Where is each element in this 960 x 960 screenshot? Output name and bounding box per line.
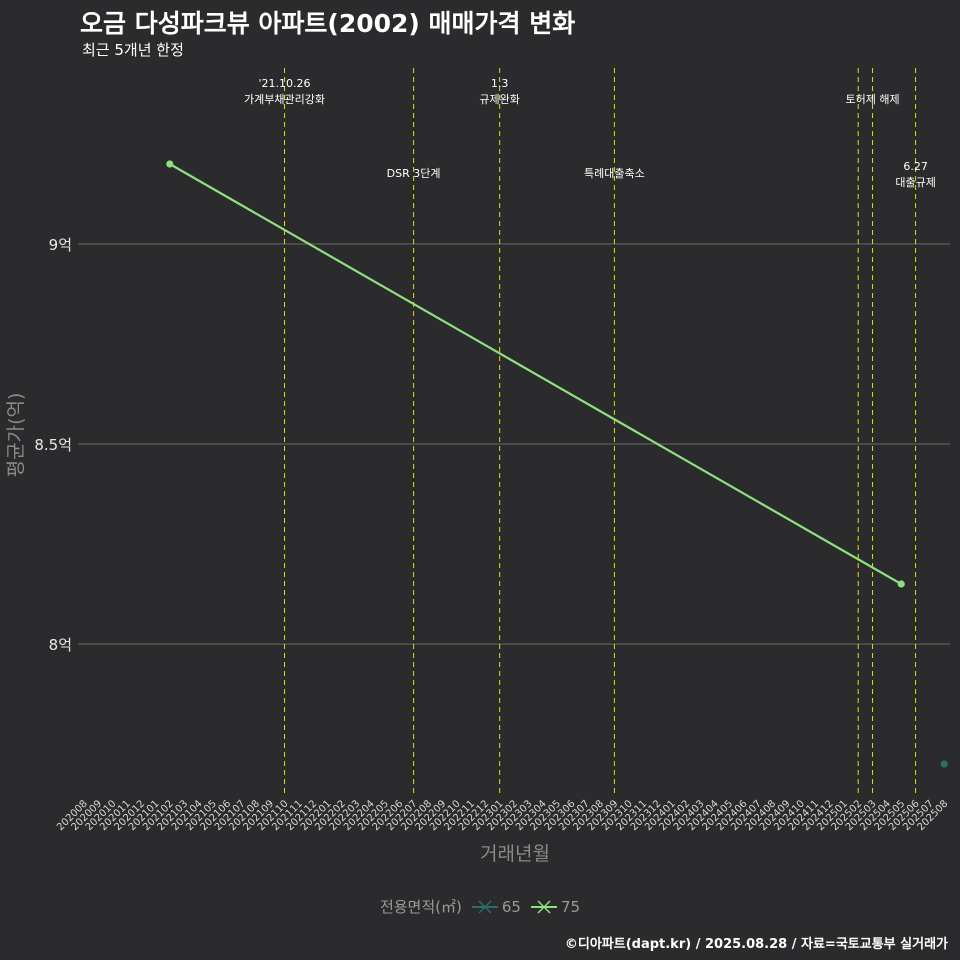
x-tick-labels: 2020082020092020102020112020122021012021… [55, 798, 950, 833]
legend-item-75: 75 [530, 897, 581, 916]
event-annotation: DSR 3단계 [387, 167, 441, 180]
legend-label-75: 75 [560, 897, 581, 916]
y-tick-label: 8억 [49, 636, 72, 654]
data-point-65 [940, 760, 948, 768]
x-axis-title: 거래년월 [480, 843, 550, 865]
chart-subtitle: 최근 5개년 한정 [82, 41, 184, 59]
data-point-75 [897, 580, 905, 588]
y-tick-label: 9억 [49, 236, 72, 254]
legend-label-65: 65 [501, 897, 521, 916]
y-tick-labels: 8억 8.5억 9억 [34, 236, 72, 654]
legend-key-65-icon [471, 899, 498, 914]
event-annotation: 토허제 해제 [845, 92, 899, 106]
event-annotation: '21.10.26 [259, 77, 311, 90]
y-axis-title: 평균가(억) [5, 393, 27, 478]
event-annotation: 규제완화 [479, 93, 519, 106]
chart-title: 오금 다성파크뷰 아파트(2002) 매매가격 변화 [80, 9, 576, 38]
series-layer [166, 160, 948, 768]
data-point-75 [166, 160, 174, 168]
y-tick-label: 8.5억 [34, 436, 72, 454]
legend-key-75-icon [530, 899, 557, 914]
gridlines [78, 243, 950, 645]
series-line-75 [169, 163, 902, 585]
legend-title: 전용면적(㎡) [379, 898, 462, 916]
event-annotation: 6.27 [903, 160, 928, 173]
event-annotation: 특례대출축소 [584, 167, 645, 180]
legend-item-65: 65 [471, 897, 521, 916]
legend: 전용면적(㎡) 65 75 [0, 896, 960, 917]
event-annotation: 가계부채관리강화 [244, 93, 325, 106]
event-annotation: 1.3 [491, 77, 509, 90]
source-caption: ©디아파트(dapt.kr) / 2025.08.28 / 자료=국토교통부 실… [564, 937, 948, 952]
event-annotation: 대출규제 [895, 176, 935, 189]
